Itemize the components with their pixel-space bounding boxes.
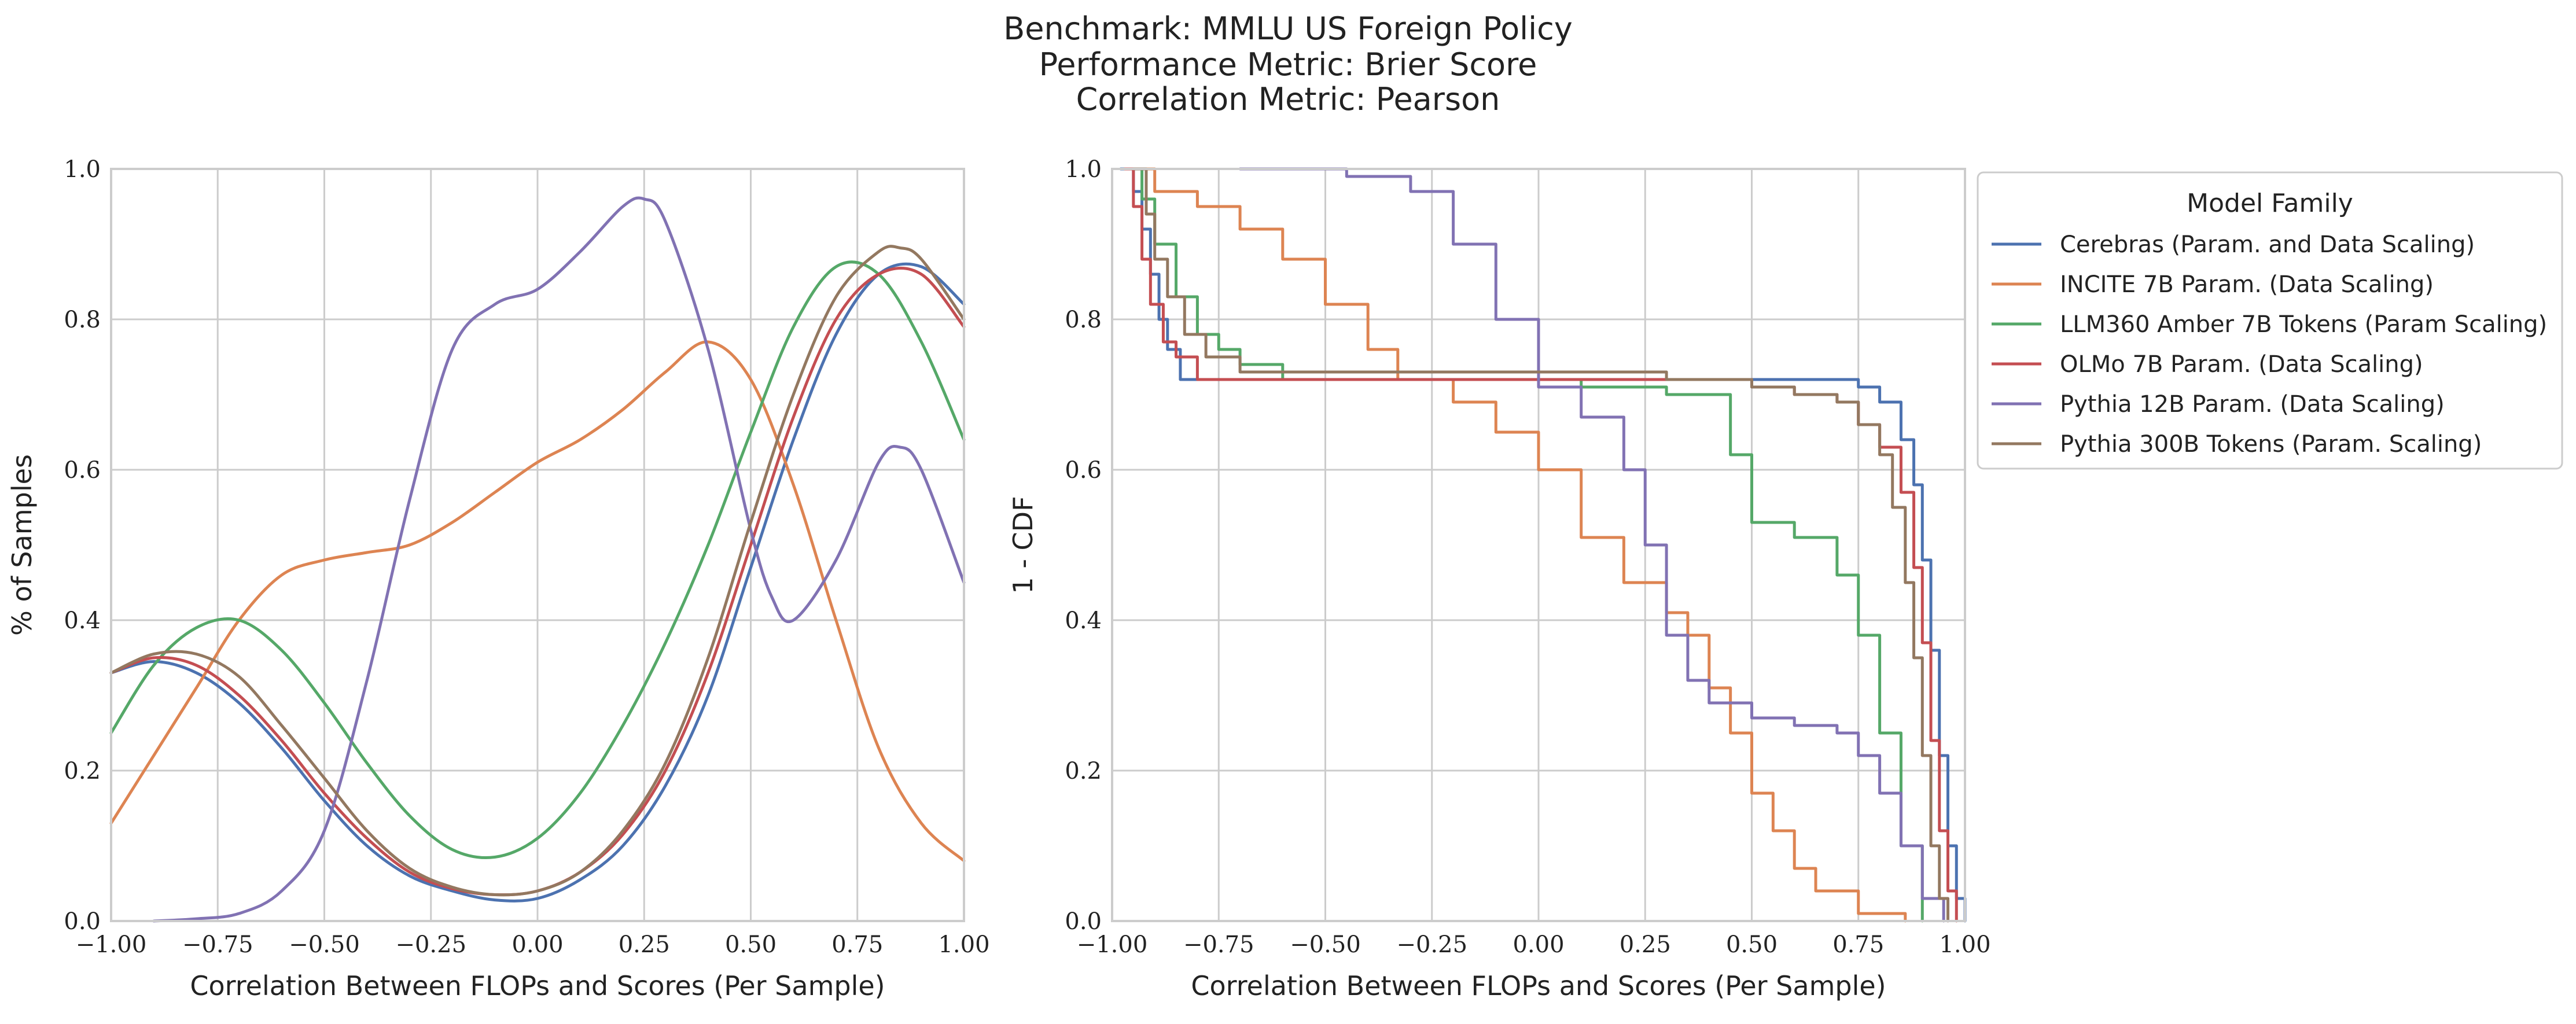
left-series-line-6 (109, 245, 966, 897)
left-x-tick-label: −0.75 (182, 931, 253, 958)
left-x-tick-label: −1.00 (76, 931, 147, 958)
legend-title: Model Family (2187, 189, 2353, 218)
right-y-tick-label: 0.0 (1065, 908, 1102, 935)
legend-entry-1: Cerebras (Param. and Data Scaling) (2060, 231, 2475, 258)
left-x-tick-label: 0.75 (831, 931, 883, 958)
legend-entry-3: LLM360 Amber 7B Tokens (Param Scaling) (2060, 311, 2547, 338)
right-y-axis-label: 1 - CDF (1007, 496, 1039, 594)
right-x-tick-label: 0.50 (1726, 931, 1778, 958)
right-plot-frame (1111, 168, 1966, 922)
title-line-3: Correlation Metric: Pearson (1076, 81, 1500, 117)
left-series-line-5 (152, 196, 966, 923)
left-y-tick-label: 0.4 (64, 607, 101, 634)
left-y-tick-label: 1.0 (64, 156, 101, 183)
legend-entry-4: OLMo 7B Param. (Data Scaling) (2060, 351, 2423, 378)
left-x-tick-label: 1.00 (938, 931, 989, 958)
right-x-tick-label: −1.00 (1077, 931, 1148, 958)
legend-entry-6: Pythia 300B Tokens (Param. Scaling) (2060, 431, 2482, 458)
left-x-tick-label: 0.50 (725, 931, 777, 958)
right-x-tick-label: 0.00 (1513, 931, 1564, 958)
left-panel-kde: −1.00 −0.75 −0.50 −0.25 0.00 0.25 0.50 0.75 1.00… (6, 156, 990, 1001)
right-x-axis-label: Correlation Between FLOPs and Scores (Pe… (1191, 970, 1886, 1001)
right-series-line-2 (1123, 167, 1907, 923)
right-y-tick-label: 0.4 (1065, 607, 1102, 634)
right-series-line-1 (1119, 167, 1967, 923)
right-y-tick-label: 0.2 (1065, 758, 1102, 784)
legend-entry-5: Pythia 12B Param. (Data Scaling) (2060, 391, 2445, 418)
legend: Model Family Cerebras (Param. and Data S… (1977, 171, 2563, 470)
right-series-line-6 (1132, 167, 1950, 923)
left-x-axis-label: Correlation Between FLOPs and Scores (Pe… (190, 970, 885, 1001)
left-series-line-3 (109, 260, 966, 860)
figure-title: Benchmark: MMLU US Foreign Policy Perfor… (1003, 10, 1573, 117)
left-x-tick-label: 0.00 (511, 931, 563, 958)
left-y-tick-label: 0.0 (64, 908, 101, 935)
right-y-tick-label: 0.8 (1065, 307, 1102, 333)
right-x-tick-label: −0.25 (1396, 931, 1467, 958)
right-x-tick-label: −0.75 (1183, 931, 1254, 958)
right-x-tick-label: −0.50 (1290, 931, 1361, 958)
right-panel-cdf: −1.00 −0.75 −0.50 −0.25 0.00 0.25 0.50 0.75 1.00… (1007, 156, 1991, 1001)
right-x-tick-label: 0.75 (1832, 931, 1884, 958)
right-x-tick-label: 1.00 (1939, 931, 1990, 958)
right-series-line-4 (1123, 167, 1958, 923)
title-line-1: Benchmark: MMLU US Foreign Policy (1003, 10, 1573, 47)
left-x-tick-label: 0.25 (619, 931, 670, 958)
legend-box (1977, 171, 2563, 470)
left-y-tick-label: 0.2 (64, 758, 101, 784)
right-y-tick-label: 1.0 (1065, 156, 1102, 183)
left-x-tick-label: −0.25 (395, 931, 466, 958)
title-line-2: Performance Metric: Brier Score (1039, 46, 1537, 83)
right-series-line-3 (1123, 167, 1924, 923)
left-series-line-2 (109, 340, 966, 863)
right-series-line-5 (1238, 167, 1945, 923)
left-series-line-1 (109, 262, 966, 903)
left-y-tick-label: 0.8 (64, 307, 101, 333)
left-y-axis-label: % of Samples (6, 454, 38, 636)
left-plot-frame (110, 168, 965, 922)
right-y-tick-label: 0.6 (1065, 457, 1102, 484)
left-y-tick-label: 0.6 (64, 457, 101, 484)
legend-entry-2: INCITE 7B Param. (Data Scaling) (2060, 271, 2434, 298)
left-x-tick-label: −0.50 (289, 931, 360, 958)
right-x-tick-label: 0.25 (1620, 931, 1671, 958)
